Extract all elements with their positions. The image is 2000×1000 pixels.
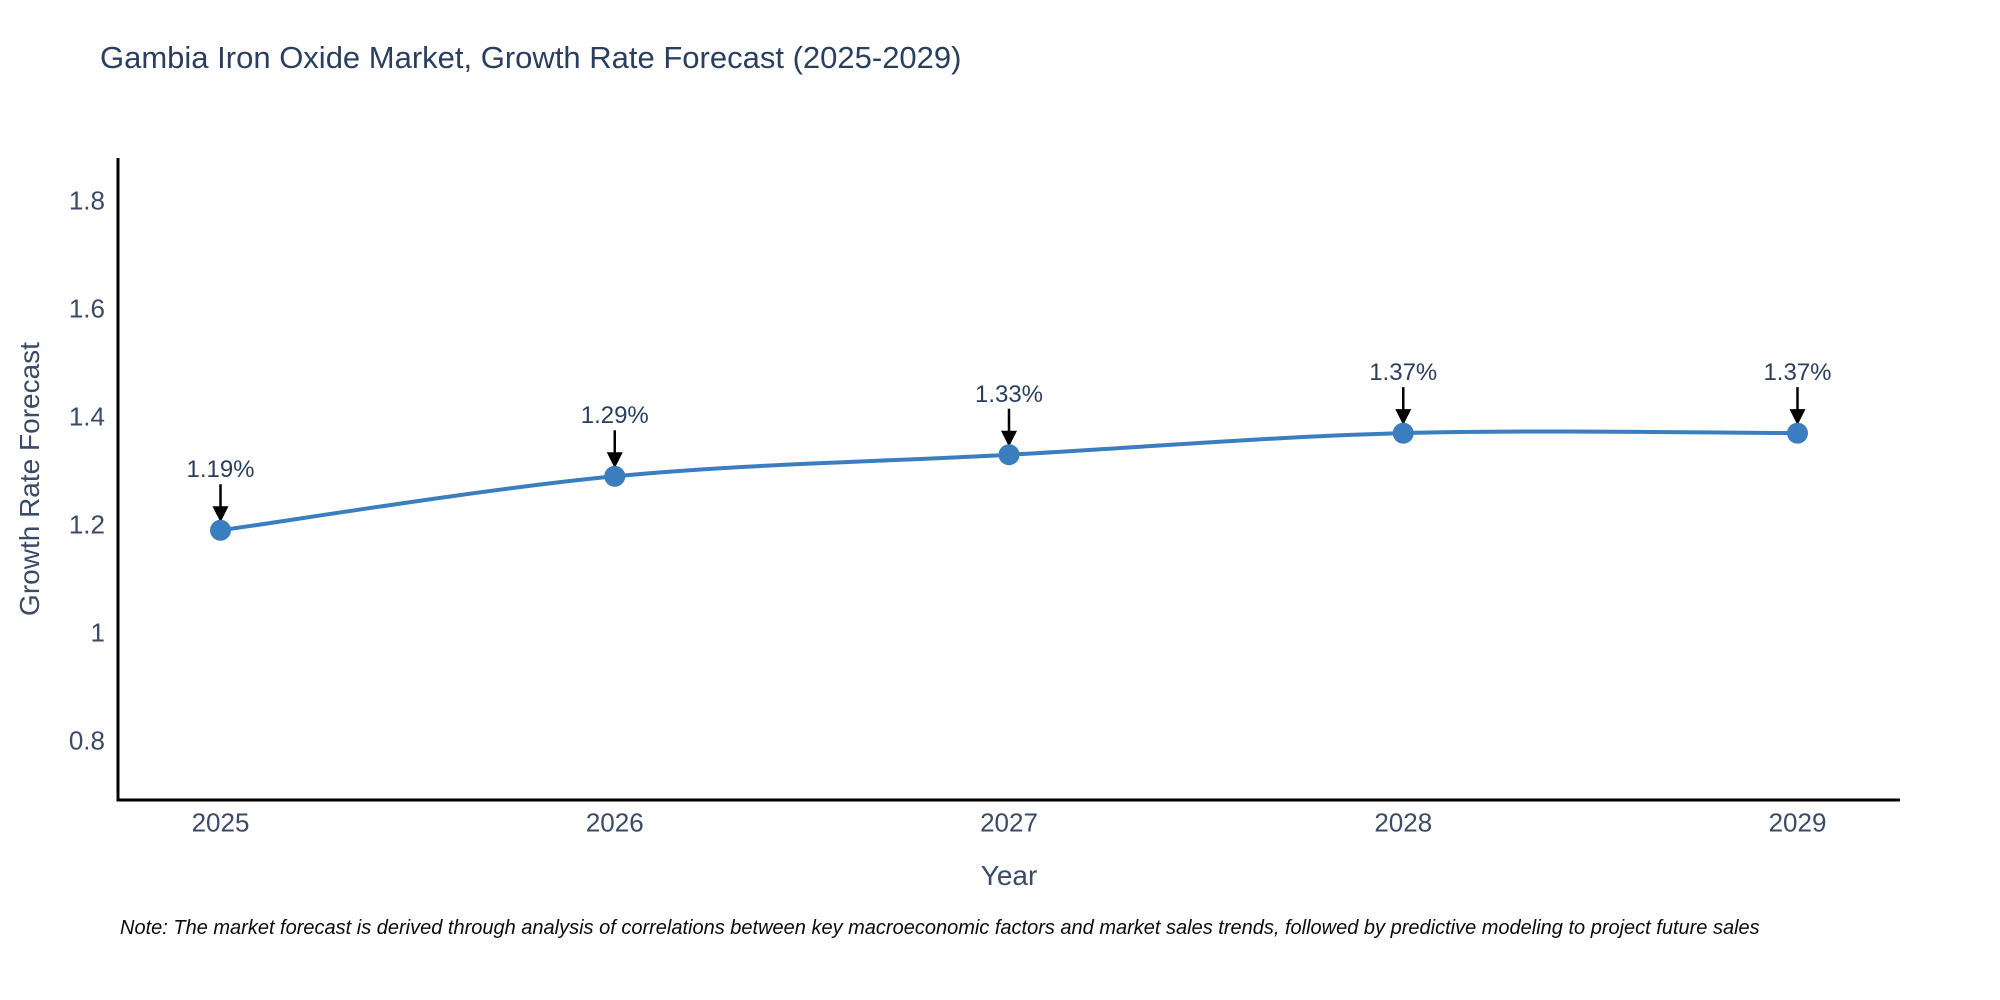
x-tick-label: 2028: [1374, 807, 1433, 838]
x-tick-label: 2025: [191, 807, 250, 838]
y-tick-label: 1: [90, 617, 105, 648]
data-point-marker: [604, 465, 626, 487]
x-tick-label: 2029: [1768, 807, 1827, 838]
x-tick-label: 2026: [585, 807, 644, 838]
y-tick-label: 1.2: [68, 509, 105, 540]
x-tick-label: 2027: [980, 807, 1038, 838]
annotation-arrow-head: [212, 506, 229, 523]
data-point-markers: [210, 422, 1808, 541]
data-point-marker: [210, 519, 232, 541]
point-value-annotation: 1.29%: [580, 402, 649, 430]
annotation-arrow-head: [1789, 409, 1806, 426]
point-value-annotation: 1.37%: [1369, 359, 1438, 387]
annotation-arrows: [212, 387, 1806, 523]
footnote: Note: The market forecast is derived thr…: [120, 917, 1760, 939]
annotation-arrow-head: [606, 452, 623, 469]
point-value-annotation: 1.19%: [186, 456, 255, 484]
point-value-annotation: 1.33%: [974, 380, 1044, 408]
chart-title: Gambia Iron Oxide Market, Growth Rate Fo…: [100, 40, 962, 75]
x-axis-title: Year: [980, 860, 1038, 891]
y-axis-title: Growth Rate Forecast: [14, 342, 45, 616]
data-point-marker: [1392, 422, 1414, 444]
y-tick-label: 1.8: [68, 185, 105, 216]
data-point-marker: [998, 444, 1020, 466]
annotation-arrow-head: [1395, 409, 1412, 426]
y-tick-label: 1.6: [68, 293, 105, 324]
y-tick-label: 1.4: [68, 401, 105, 432]
y-tick-label: 0.8: [68, 725, 105, 756]
annotation-arrow-head: [1001, 430, 1017, 447]
point-value-annotation: 1.37%: [1763, 359, 1832, 387]
data-point-marker: [1786, 422, 1808, 444]
